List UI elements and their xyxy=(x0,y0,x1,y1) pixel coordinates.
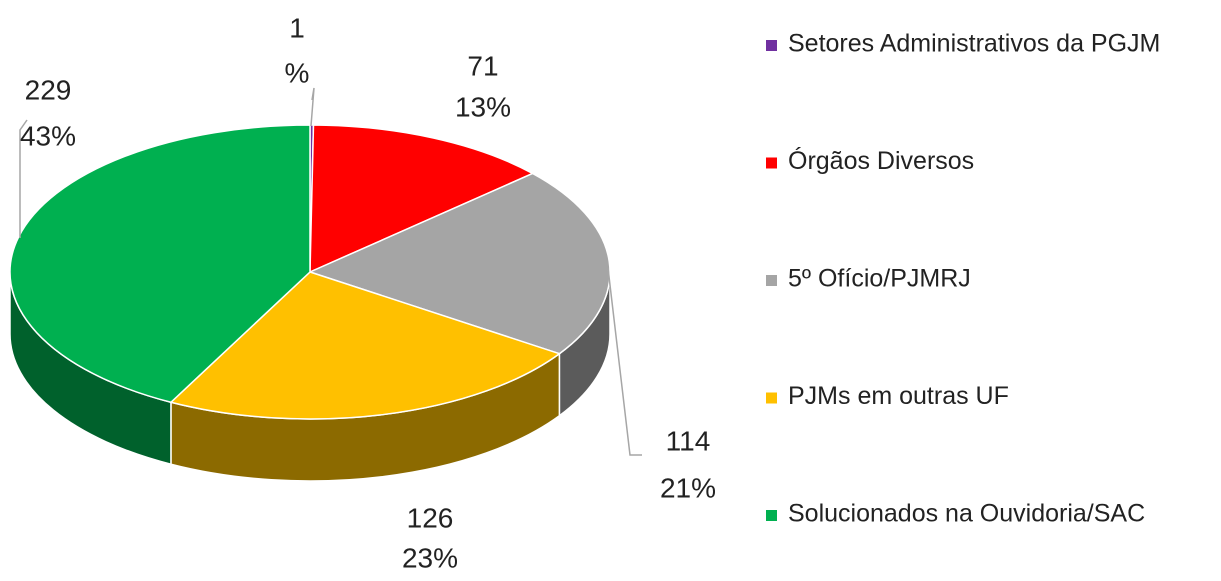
data-labels: 1% 71 13% 114 21% 126 23% 229 43% xyxy=(19,12,716,573)
pie-slice xyxy=(169,271,562,420)
legend-label: Órgãos Diversos xyxy=(788,146,974,175)
pie-slice xyxy=(9,124,311,404)
legend-label: Setores Administrativos da PGJM xyxy=(788,30,1160,58)
pie-slice xyxy=(309,124,535,274)
pie-tops xyxy=(9,124,611,420)
pie-slice xyxy=(307,172,611,355)
legend-swatch xyxy=(766,392,777,404)
legend-swatch xyxy=(766,157,777,169)
value-label: 229 xyxy=(25,74,72,105)
percent-label: 23% xyxy=(402,542,458,573)
percent-label: 13% xyxy=(455,91,511,122)
value-label: 71 xyxy=(467,50,498,81)
leader-line xyxy=(607,267,642,456)
leader-line xyxy=(19,119,28,238)
legend-swatch xyxy=(766,275,777,286)
legend-swatch xyxy=(766,510,777,521)
percent-label: 43% xyxy=(20,120,76,151)
legend-label: 5º Ofício/PJMRJ xyxy=(788,265,971,293)
value-label: 114 xyxy=(666,425,711,456)
legend-swatch xyxy=(766,40,777,51)
legend-label: PJMs em outras UF xyxy=(788,382,1009,410)
value-label: 126 xyxy=(407,502,454,533)
percent-label: 21% xyxy=(660,472,716,503)
legend-label: Solucionados na Ouvidoria/SAC xyxy=(788,500,1145,528)
percent-label: % xyxy=(285,57,310,88)
leader-line xyxy=(310,87,315,127)
legend: Setores Administrativos da PGJM Órgãos Di… xyxy=(766,30,1160,528)
value-label: 1 xyxy=(289,12,305,43)
